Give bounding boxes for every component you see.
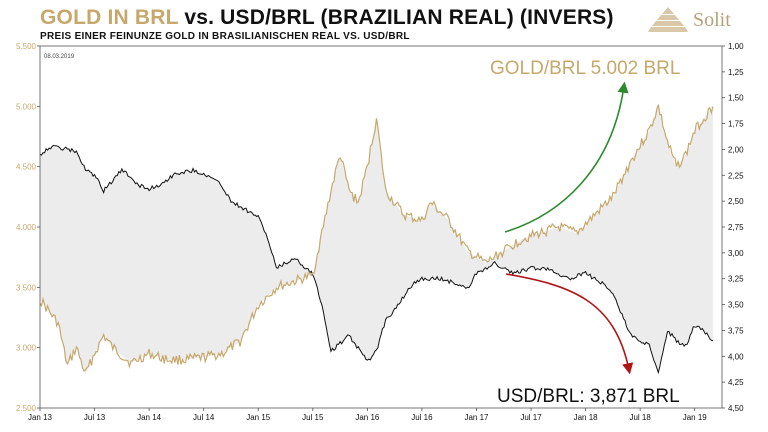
right-axis: 1,00 1,25 1,50 1,75 2,00 2,25 2,50 2,75 3,00 3,25… bbox=[722, 42, 744, 413]
y-left-tick-label: 3.500 bbox=[16, 283, 37, 292]
green-arrow bbox=[504, 81, 629, 233]
x-tick-label: Jan 18 bbox=[574, 413, 599, 422]
chart-subtitle: PREIS EINER FEINUNZE GOLD IN BRASILIANIS… bbox=[40, 31, 410, 42]
solit-logo bbox=[648, 7, 688, 32]
y-right-tick-label: 3,50 bbox=[728, 301, 744, 310]
y-right-tick-label: 4,50 bbox=[728, 404, 744, 413]
x-tick-label: Jan 15 bbox=[246, 413, 271, 422]
x-tick-label: Jul 13 bbox=[84, 413, 106, 422]
chart-title: GOLD IN BRL vs. USD/BRL (BRAZILIAN REAL)… bbox=[40, 6, 614, 29]
logo-text: Solit bbox=[693, 9, 731, 31]
y-right-tick-label: 3,75 bbox=[728, 326, 744, 335]
y-right-tick-label: 4,25 bbox=[728, 378, 744, 387]
x-axis: Jan 13 Jul 13 Jan 14 Jul 14 Jan 15 Jul 15 Jan … bbox=[28, 408, 707, 422]
usd-value-label: USD/BRL: 3,871 BRL bbox=[497, 386, 680, 407]
gold-value-label: GOLD/BRL 5.002 BRL bbox=[490, 58, 680, 79]
gold-brl-line bbox=[39, 104, 714, 372]
y-left-tick-label: 5.500 bbox=[16, 42, 37, 51]
y-left-tick-label: 4.500 bbox=[16, 163, 37, 172]
y-right-tick-label: 2,25 bbox=[728, 171, 744, 180]
y-left-tick-label: 5.000 bbox=[16, 102, 37, 111]
y-right-tick-label: 2,50 bbox=[728, 197, 744, 206]
x-tick-label: Jan 19 bbox=[683, 413, 708, 422]
y-right-tick-label: 1,75 bbox=[728, 120, 744, 129]
usd-brl-line bbox=[39, 144, 714, 375]
y-left-tick-label: 4.000 bbox=[16, 223, 37, 232]
y-right-tick-label: 4,00 bbox=[728, 352, 744, 361]
y-right-tick-label: 3,25 bbox=[728, 275, 744, 284]
x-tick-label: Jan 14 bbox=[137, 413, 162, 422]
x-tick-label: Jan 17 bbox=[464, 413, 489, 422]
shaded-band bbox=[40, 106, 713, 375]
x-tick-label: Jul 15 bbox=[302, 413, 324, 422]
y-left-tick-label: 3.000 bbox=[16, 344, 37, 353]
y-right-tick-label: 2,75 bbox=[728, 223, 744, 232]
date-stamp: 08.03.2019 bbox=[44, 54, 75, 60]
x-tick-label: Jan 16 bbox=[355, 413, 380, 422]
y-right-tick-label: 1,25 bbox=[728, 68, 744, 77]
y-right-tick-label: 2,00 bbox=[728, 145, 744, 154]
y-right-tick-label: 3,00 bbox=[728, 249, 744, 258]
red-arrow bbox=[505, 273, 634, 375]
y-right-tick-label: 1,50 bbox=[728, 94, 744, 103]
x-tick-label: Jul 17 bbox=[520, 413, 542, 422]
pyramid-icon bbox=[648, 7, 688, 32]
x-tick-label: Jul 16 bbox=[411, 413, 433, 422]
y-right-tick-label: 1,00 bbox=[728, 42, 744, 51]
x-tick-label: Jul 14 bbox=[193, 413, 215, 422]
annotation-arrows bbox=[504, 81, 634, 375]
x-tick-label: Jul 18 bbox=[629, 413, 651, 422]
x-tick-label: Jan 13 bbox=[28, 413, 53, 422]
y-left-tick-label: 2.500 bbox=[16, 404, 37, 413]
